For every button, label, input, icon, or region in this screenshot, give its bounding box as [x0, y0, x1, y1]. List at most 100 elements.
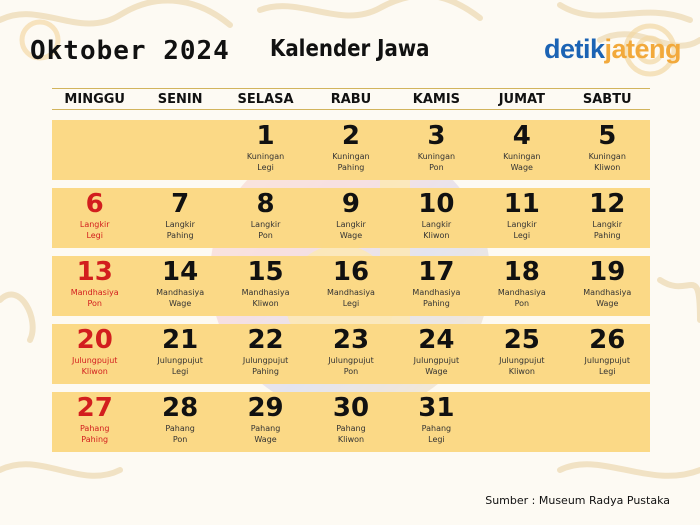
brand-logo: detikjateng	[544, 34, 682, 65]
pasaran-label: Wage	[168, 299, 192, 308]
weekday-saturday: SABTU	[582, 92, 632, 107]
day-cell: 26 Julungpujut Legi	[565, 324, 650, 384]
day-number: 17	[418, 257, 455, 287]
wuku-label: Pahang	[250, 424, 281, 433]
wuku-label: Langkir	[506, 220, 537, 229]
day-cell: 19 Mandhasiya Wage	[565, 256, 650, 316]
wuku-label: Pahang	[336, 424, 366, 433]
day-cell: 11 Langkir Legi	[479, 188, 564, 248]
wuku-label: Julungpujut	[328, 356, 374, 365]
day-number: 3	[427, 121, 446, 151]
pasaran-label: Legi	[428, 435, 445, 444]
pasaran-label: Pahing	[422, 299, 450, 308]
day-number: 28	[162, 393, 199, 423]
day-number: 5	[598, 121, 617, 151]
day-cell: 16 Mandhasiya Legi	[308, 256, 393, 316]
pasaran-label: Pahing	[81, 435, 109, 444]
day-cell: 13 Mandhasiya Pon	[52, 256, 137, 316]
day-cell: 29 Pahang Wage	[223, 392, 308, 452]
day-cell: 15 Mandhasiya Kliwon	[223, 256, 308, 316]
pasaran-label: Legi	[513, 231, 531, 240]
day-number: 14	[162, 257, 199, 287]
day-number: 30	[332, 393, 370, 423]
wuku-label: Pahang	[421, 424, 452, 433]
wuku-label: Kuningan	[588, 152, 626, 161]
day-cell: 5 Kuningan Kliwon	[565, 120, 650, 180]
pasaran-label: Pahing	[337, 163, 365, 172]
day-number: 20	[76, 325, 113, 355]
weekday-header-row: MINGGU SENIN SELASA RABU KAMIS JUMAT SAB…	[52, 88, 650, 110]
pasaran-label: Legi	[86, 231, 103, 240]
wuku-label: Langkir	[336, 220, 366, 229]
weekday-monday: SENIN	[157, 92, 203, 107]
day-number: 13	[76, 257, 113, 287]
day-cell: 10 Langkir Kliwon	[394, 188, 479, 248]
day-cell	[565, 392, 650, 452]
wuku-label: Langkir	[165, 220, 195, 229]
day-cell: 6 Langkir Legi	[52, 188, 137, 248]
wuku-label: Julungpujut	[242, 356, 289, 365]
weekday-friday: JUMAT	[498, 92, 545, 107]
day-number: 7	[171, 189, 190, 219]
day-number: 24	[418, 325, 455, 355]
calendar-grid: 1 Kuningan Legi 2 Kuningan Pahing 3 Kuningan P…	[52, 120, 650, 460]
pasaran-label: Pon	[258, 231, 273, 240]
day-cell: 2 Kuningan Pahing	[308, 120, 393, 180]
day-cell: 28 Pahang Pon	[137, 392, 222, 452]
pasaran-label: Kliwon	[252, 299, 279, 308]
pasaran-label: Kliwon	[594, 163, 621, 172]
wuku-label: Kuningan	[417, 152, 456, 161]
day-number: 31	[418, 393, 455, 423]
day-cell: 12 Langkir Pahing	[565, 188, 650, 248]
wuku-label: Mandhasiya	[70, 288, 119, 297]
wuku-label: Mandhasiya	[327, 288, 375, 297]
month-year-title: Oktober 2024	[30, 36, 230, 66]
day-cell: 25 Julungpujut Kliwon	[479, 324, 564, 384]
day-number: 18	[503, 257, 540, 287]
day-number: 11	[503, 189, 540, 219]
calendar-week: 20 Julungpujut Kliwon 21 Julungpujut Legi 22…	[52, 324, 650, 384]
calendar-week: 27 Pahang Pahing 28 Pahang Pon 29 Pahang Wage …	[52, 392, 650, 452]
day-cell	[137, 120, 222, 180]
day-number: 19	[589, 257, 626, 287]
calendar-week: 6 Langkir Legi 7 Langkir Pahing 8 Langkir Pon …	[52, 188, 650, 248]
weekday-sunday: MINGGU	[64, 92, 125, 107]
day-number: 25	[503, 325, 540, 355]
pasaran-label: Kliwon	[81, 367, 108, 376]
wuku-label: Mandhasiya	[241, 288, 290, 297]
day-cell: 20 Julungpujut Kliwon	[52, 324, 137, 384]
pasaran-label: Pahing	[593, 231, 621, 240]
day-number: 10	[418, 189, 455, 219]
day-cell: 23 Julungpujut Pon	[308, 324, 393, 384]
day-number: 9	[341, 189, 361, 219]
day-cell	[479, 392, 564, 452]
wuku-label: Pahang	[165, 424, 195, 433]
brand-logo-part2: jateng	[604, 34, 682, 64]
pasaran-label: Wage	[425, 367, 448, 376]
wuku-label: Julungpujut	[71, 356, 118, 365]
wuku-label: Julungpujut	[499, 356, 545, 365]
calendar-week: 1 Kuningan Legi 2 Kuningan Pahing 3 Kuningan P…	[52, 120, 650, 180]
pasaran-label: Pon	[514, 299, 530, 308]
pasaran-label: Pon	[343, 367, 359, 376]
day-cell: 17 Mandhasiya Pahing	[394, 256, 479, 316]
day-number: 4	[512, 121, 531, 151]
pasaran-label: Legi	[342, 299, 360, 308]
pasaran-label: Pahing	[166, 231, 194, 240]
weekday-thursday: KAMIS	[412, 92, 461, 107]
day-number: 1	[256, 121, 275, 151]
day-cell: 1 Kuningan Legi	[223, 120, 308, 180]
wuku-label: Langkir	[421, 220, 452, 229]
day-cell: 7 Langkir Pahing	[137, 188, 222, 248]
day-cell: 4 Kuningan Wage	[479, 120, 564, 180]
wuku-label: Kuningan	[246, 152, 285, 161]
day-cell: 22 Julungpujut Pahing	[223, 324, 308, 384]
day-number: 23	[332, 325, 370, 355]
wuku-label: Langkir	[79, 220, 110, 229]
pasaran-label: Pon	[429, 163, 444, 172]
day-number: 16	[332, 257, 370, 287]
pasaran-label: Pahing	[252, 367, 279, 376]
day-cell: 3 Kuningan Pon	[394, 120, 479, 180]
day-number: 21	[162, 325, 199, 355]
pasaran-label: Kliwon	[508, 367, 535, 376]
